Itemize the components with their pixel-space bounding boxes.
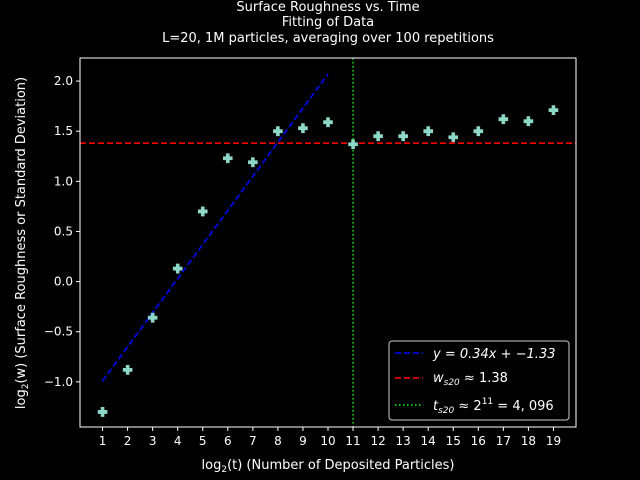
x-axis-label-post: (t) (Number of Deposited Particles): [227, 458, 454, 473]
plot-area: [80, 58, 576, 427]
x-tick-label-17: 17: [496, 434, 511, 448]
x-tick-label-19: 19: [546, 434, 561, 448]
data-point-14: [423, 126, 434, 137]
legend-cross-t: t: [433, 399, 439, 414]
fit-line: [101, 73, 329, 382]
y-axis-label-sub: 2: [21, 384, 31, 390]
data-point-13: [398, 131, 408, 142]
data-point-3: [147, 312, 158, 323]
data-point-8: [273, 126, 283, 137]
x-axis-label-pre: log: [202, 458, 222, 473]
y-tick-label-4: 1.0: [54, 174, 73, 188]
data-point-5: [197, 206, 208, 217]
legend: y = 0.34x + −1.33 ws20 ≈ 1.38 ts20 ≈ 211…: [388, 340, 570, 421]
data-point-10: [323, 117, 333, 128]
data-point-1: [97, 407, 108, 417]
x-axis-label: log2(t) (Number of Deposited Particles): [202, 458, 455, 475]
y-tick-label-5: 1.5: [54, 124, 73, 138]
x-axis-label-sub: 2: [221, 465, 227, 475]
data-point-18: [523, 116, 534, 127]
x-tick-label-10: 10: [320, 434, 335, 448]
legend-sat-value: ≈ 1.38: [460, 371, 508, 386]
axes: 1 2 3 4 5 6 7 8 9 10 11 12 13 14 15 16 17 18 19−1.0−0.50.0…: [44, 57, 577, 448]
y-tick-label-1: −0.5: [44, 325, 73, 339]
x-tick-label-12: 12: [370, 434, 385, 448]
x-tick-label-4: 4: [174, 434, 182, 448]
legend-label-saturation: ws20 ≈ 1.38: [433, 371, 508, 388]
y-tick-label-3: 0.5: [54, 224, 73, 238]
legend-sat-w: w: [433, 371, 444, 386]
y-axis-label-pre: log: [14, 389, 29, 409]
data-point-19: [548, 105, 559, 116]
y-tick-label-6: 2.0: [54, 74, 73, 88]
y-tick-label-0: −1.0: [44, 375, 73, 389]
x-tick-label-9: 9: [299, 434, 307, 448]
chart-title-line-3: L=20, 1M particles, averaging over 100 r…: [162, 31, 494, 46]
legend-sat-sub: s20: [444, 378, 460, 388]
data-point-15: [448, 132, 459, 143]
y-axis-label-post: (w) (Surface Roughness or Standard Devia…: [14, 77, 29, 384]
data-point-4: [172, 263, 183, 274]
x-tick-label-15: 15: [446, 434, 461, 448]
data-point-12: [373, 131, 383, 142]
x-tick-label-7: 7: [249, 434, 257, 448]
data-point-9: [298, 123, 308, 134]
x-tick-label-6: 6: [224, 434, 232, 448]
x-tick-label-14: 14: [421, 434, 436, 448]
data-point-11: [348, 139, 358, 150]
y-axis-label: log2(w) (Surface Roughness or Standard D…: [14, 77, 31, 409]
legend-box: [388, 340, 570, 421]
data-point-6: [222, 153, 233, 164]
data-point-16: [473, 126, 484, 137]
legend-fit-text: y = 0.34x + −1.33: [432, 347, 555, 362]
x-tick-label-3: 3: [149, 434, 157, 448]
y-tick-label-2: 0.0: [54, 275, 73, 289]
legend-cross-approx: ≈ 2: [454, 399, 481, 414]
x-tick-label-16: 16: [471, 434, 486, 448]
legend-label-fit: y = 0.34x + −1.33: [432, 347, 555, 362]
chart-title-line-1: Surface Roughness vs. Time: [236, 0, 420, 15]
legend-cross-sub: s20: [438, 406, 454, 416]
chart-title-line-2: Fitting of Data: [281, 15, 375, 30]
data-point-2: [122, 364, 133, 375]
plot-content: [80, 58, 576, 427]
x-tick-label-13: 13: [396, 434, 411, 448]
data-point-17: [498, 114, 509, 125]
x-tick-label-11: 11: [345, 434, 360, 448]
legend-cross-value: = 4, 096: [493, 399, 554, 414]
legend-label-crossover: ts20 ≈ 211 = 4, 096: [433, 397, 554, 416]
x-tick-label-5: 5: [199, 434, 207, 448]
x-tick-label-8: 8: [274, 434, 282, 448]
data-point-7: [248, 157, 258, 168]
x-tick-label-18: 18: [521, 434, 536, 448]
x-tick-label-2: 2: [124, 434, 132, 448]
x-tick-label-1: 1: [99, 434, 107, 448]
legend-cross-sup: 11: [482, 397, 493, 407]
